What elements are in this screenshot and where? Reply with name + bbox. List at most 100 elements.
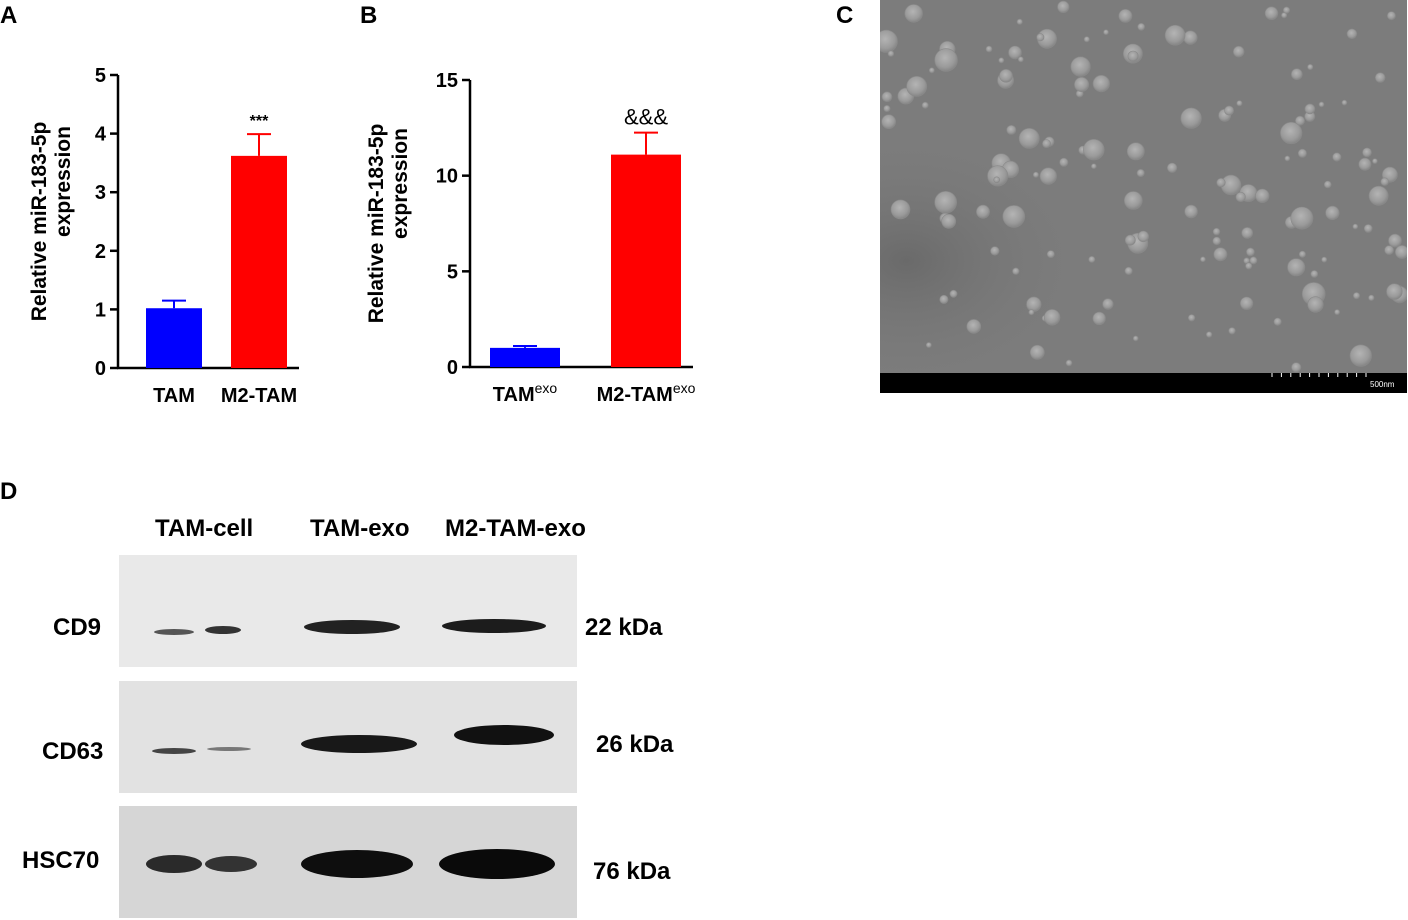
tem-vesicle (1046, 250, 1055, 258)
tem-vesicle (1026, 296, 1042, 312)
tem-vesicle (1088, 255, 1096, 263)
tem-vesicle (1118, 8, 1133, 23)
chart-a-category-label-1: M2-TAM (221, 385, 297, 407)
bar-chart-a: 0 1 2 3 4 5 TAM M2-TAM *** Relative miR-183-5p exp… (28, 65, 299, 407)
tem-vesicle (1368, 185, 1389, 206)
tem-vesicle (1310, 270, 1319, 278)
tem-vesicle (1236, 100, 1243, 107)
band-cd9-tam-cell-b (205, 626, 241, 634)
tem-vesicle (1059, 157, 1069, 167)
band-hsc70-tam-cell-a (146, 855, 202, 873)
protein-label-hsc70: HSC70 (22, 847, 100, 874)
tem-vesicle (1245, 262, 1253, 270)
chart-b-ylabel-line2: expression (389, 128, 412, 239)
tem-vesicle (1273, 317, 1282, 326)
tem-vesicle (1012, 267, 1020, 275)
tem-vesicle (1290, 206, 1314, 230)
chart-b-bar-1 (611, 154, 681, 367)
tem-vesicle (1126, 142, 1145, 161)
tem-vesicle (1307, 296, 1324, 313)
tem-vesicle (1180, 107, 1202, 129)
chart-a-ylabel-line2: expression (52, 126, 75, 237)
tem-vesicle (1368, 294, 1375, 301)
tem-vesicle (1264, 6, 1279, 20)
tem-vesicle (1164, 24, 1186, 46)
tem-vesicle (1102, 298, 1114, 310)
tem-vesicle (1065, 359, 1073, 367)
band-cd63-tam-cell-b (207, 747, 251, 751)
tem-vesicle (1240, 296, 1254, 310)
chart-b-significance-label: &&& (624, 105, 668, 130)
chart-b-ytick-label-3: 15 (436, 70, 458, 92)
tem-vesicle (1352, 223, 1359, 230)
tem-vesicle (1280, 121, 1303, 145)
tem-vesicle (1029, 344, 1045, 360)
tem-vesicle (1036, 33, 1045, 42)
tem-vesicle (1136, 169, 1145, 178)
chart-a-bar-0 (146, 308, 202, 368)
tem-vesicle (1384, 245, 1394, 255)
tem-vesicle (949, 289, 958, 298)
tem-vesicle (1291, 362, 1302, 373)
tem-vesicle (1323, 180, 1332, 189)
tem-vesicle (1137, 22, 1146, 31)
chart-b-category-label-0: TAMexo (493, 380, 558, 406)
tem-vesicle (1032, 171, 1039, 178)
tem-vesicle (934, 191, 957, 214)
tem-vesicle (1206, 331, 1213, 338)
tem-vesicle (1282, 6, 1290, 14)
blot-bands-cd9 (154, 619, 546, 635)
tem-vesicle (1362, 147, 1372, 158)
tem-vesicle (1346, 28, 1358, 39)
tem-vesicle (999, 69, 1013, 83)
tem-vesicle (1325, 205, 1340, 220)
tem-vesicle (904, 4, 923, 23)
tem-vesicle (880, 29, 898, 53)
chart-b-ylabel-line1: Relative miR-183-5p (365, 124, 388, 324)
tem-vesicle (1091, 163, 1097, 169)
tem-vesicle (1358, 157, 1372, 171)
panel-label-b: B (360, 2, 378, 29)
band-hsc70-tam-cell-b (205, 856, 257, 872)
tem-vesicle (1228, 327, 1236, 335)
tem-vesicle (1290, 68, 1303, 80)
tem-vesicle (1287, 258, 1306, 277)
lane-label-tam-exo: TAM-exo (310, 515, 410, 542)
chart-b-ytick-label-2: 10 (436, 166, 458, 188)
chart-a-ytick-label-5: 5 (95, 65, 106, 87)
tem-vesicle (1246, 247, 1255, 257)
tem-vesicle (1016, 18, 1023, 25)
chart-a-ytick-label-2: 2 (95, 241, 106, 263)
bar-chart-b: 0 5 10 15 TAMexo M2-TAMexo &&& Relative miR-183… (365, 70, 696, 406)
tem-vesicle (1057, 0, 1070, 14)
tem-vesicle (1212, 236, 1221, 246)
tem-vesicle (1042, 139, 1051, 148)
tem-vesicle (1388, 233, 1402, 248)
lane-label-m2-tam-exo: M2-TAM-exo (445, 515, 586, 542)
tem-vesicle (1284, 155, 1291, 162)
tem-vesicle (998, 57, 1005, 64)
tem-vesicle (987, 165, 1009, 187)
chart-b-ytick-label-1: 5 (447, 261, 458, 283)
panel-label-d: D (0, 478, 18, 505)
band-cd63-tam-exo (301, 735, 417, 753)
tem-vesicle (1298, 250, 1306, 258)
tem-vesicle (1188, 314, 1196, 322)
chart-a-ylabel-line1: Relative miR-183-5p (28, 122, 51, 322)
tem-vesicle (1213, 247, 1228, 262)
tem-vesicle (1184, 204, 1198, 219)
blot-strip-hsc70 (119, 806, 577, 918)
tem-vesicle (1039, 167, 1057, 185)
tem-vesicle (1241, 227, 1254, 239)
panel-label-a: A (0, 2, 18, 29)
chart-a-ytick-label-1: 1 (95, 299, 106, 321)
tem-vesicle (1124, 266, 1133, 275)
tem-scale-bar-strip (880, 373, 1407, 393)
tem-vesicle (1216, 178, 1226, 188)
tem-vesicle (1352, 292, 1360, 300)
tem-vesicle (1200, 256, 1206, 263)
chart-b-bar-0 (490, 347, 560, 367)
tem-vesicle (928, 67, 935, 74)
tem-vesicle (1349, 344, 1372, 367)
panel-label-c: C (836, 2, 854, 29)
